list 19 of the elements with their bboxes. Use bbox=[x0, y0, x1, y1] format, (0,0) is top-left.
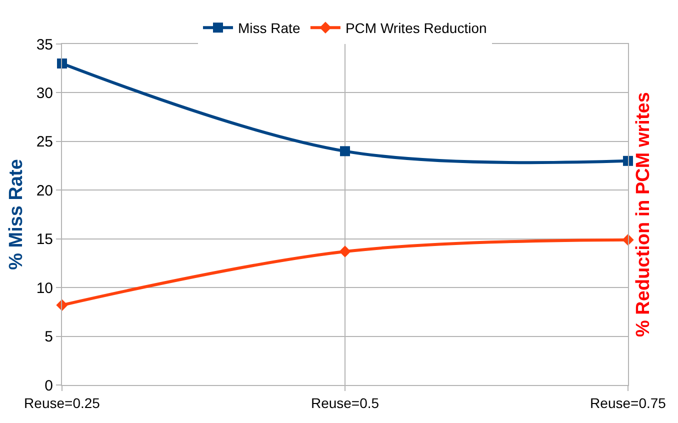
y-axis-title: % Miss Rate bbox=[6, 159, 28, 270]
point bbox=[623, 156, 633, 166]
y-tick-label: 15 bbox=[36, 231, 53, 248]
y-tick-label: 5 bbox=[44, 328, 53, 346]
x-tick-label: Reuse=0.5 bbox=[310, 394, 380, 411]
y-tick-label: 25 bbox=[36, 134, 53, 151]
point bbox=[339, 246, 351, 258]
legend-label: Miss Rate bbox=[238, 20, 300, 36]
y-tick-label: 0 bbox=[44, 377, 53, 394]
x-tick-label: Reuse=0.25 bbox=[24, 394, 100, 411]
y-tick-label: 35 bbox=[36, 36, 53, 54]
y-tick-label: 30 bbox=[36, 84, 53, 102]
y-tick-label: 20 bbox=[36, 182, 53, 200]
x-tick-label: Reuse=0.75 bbox=[590, 394, 666, 411]
point bbox=[57, 58, 67, 68]
y2-axis-title: % Reduction in PCM writes bbox=[633, 92, 654, 337]
point bbox=[340, 146, 350, 156]
y-tick-label: 10 bbox=[36, 280, 53, 297]
legend-label: PCM Writes Reduction bbox=[345, 20, 487, 36]
